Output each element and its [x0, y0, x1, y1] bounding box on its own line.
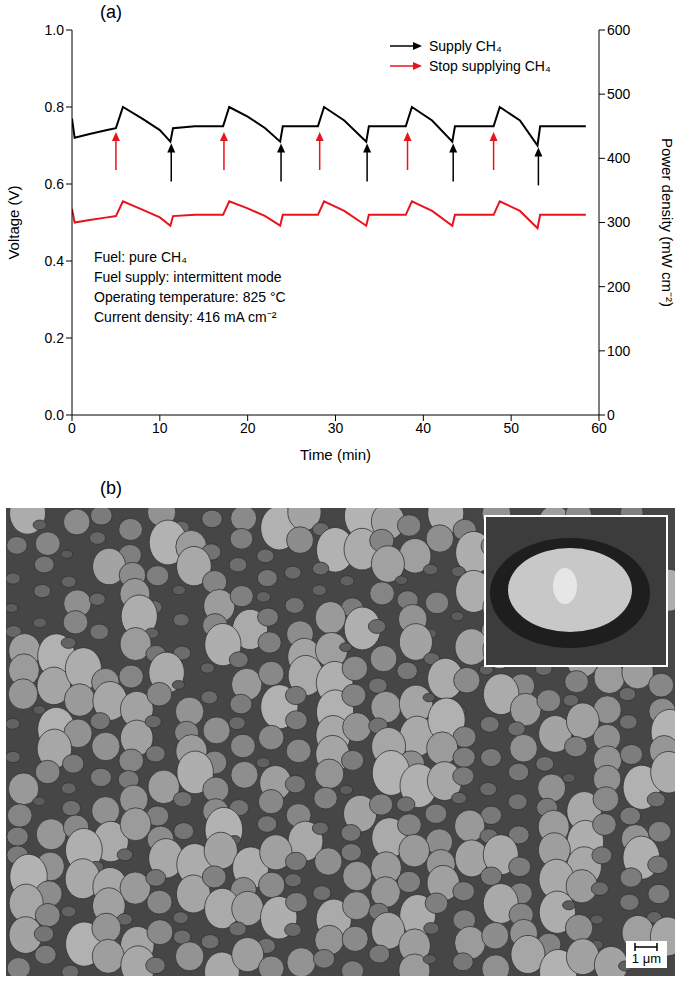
svg-text:0: 0: [607, 407, 615, 423]
svg-text:0.0: 0.0: [45, 407, 65, 423]
html-text:(b): (b): [100, 478, 122, 498]
html-text:1 μm: 1 μm: [631, 951, 661, 966]
svg-text:50: 50: [503, 420, 519, 436]
html-text:(a): (a): [100, 2, 122, 22]
svg-text:200: 200: [607, 279, 631, 295]
svg-text:Time (min): Time (min): [300, 446, 371, 463]
svg-text:Voltage (V): Voltage (V): [5, 185, 22, 259]
svg-text:10: 10: [152, 420, 168, 436]
svg-text:0.8: 0.8: [45, 99, 65, 115]
svg-text:300: 300: [607, 214, 631, 230]
svg-text:0.6: 0.6: [45, 176, 65, 192]
svg-text:20: 20: [240, 420, 256, 436]
svg-text:1.0: 1.0: [45, 22, 65, 38]
svg-text:30: 30: [328, 420, 344, 436]
svg-text:400: 400: [607, 150, 631, 166]
html-text:Supply CH₄: Supply CH₄: [429, 38, 502, 54]
svg-text:500: 500: [607, 86, 631, 102]
html-text:Fuel supply: intermittent mode: Fuel supply: intermittent mode: [94, 269, 282, 285]
svg-text:60: 60: [591, 420, 607, 436]
svg-text:40: 40: [416, 420, 432, 436]
html-text:Operating temperature: 825 °C: Operating temperature: 825 °C: [94, 289, 286, 305]
svg-text:Power density (mW cm⁻²): Power density (mW cm⁻²): [659, 138, 676, 307]
svg-text:0.2: 0.2: [45, 330, 65, 346]
html-text:Fuel: pure CH₄: Fuel: pure CH₄: [94, 249, 187, 265]
svg-text:0.4: 0.4: [45, 253, 65, 269]
html-text:Stop supplying CH₄: Stop supplying CH₄: [429, 58, 551, 74]
html-text:Current density: 416 mA cm⁻²: Current density: 416 mA cm⁻²: [94, 309, 277, 325]
svg-text:600: 600: [607, 22, 631, 38]
svg-text:100: 100: [607, 343, 631, 359]
svg-text:0: 0: [68, 420, 76, 436]
